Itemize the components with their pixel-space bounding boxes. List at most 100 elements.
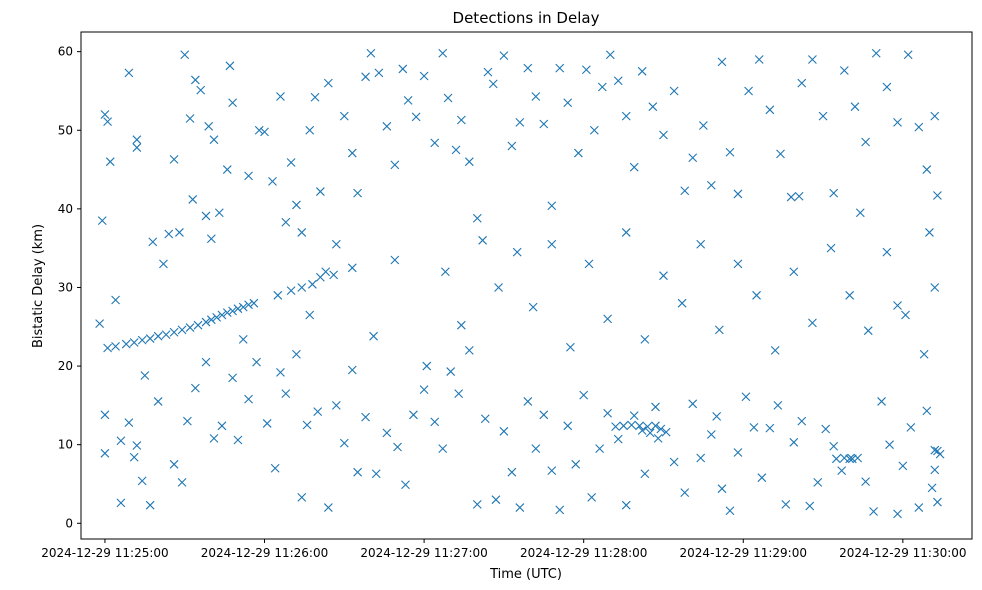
detection-point — [353, 188, 362, 198]
detection-point — [698, 121, 708, 130]
x-axis-label: Time (UTC) — [489, 567, 562, 582]
detection-point — [193, 320, 203, 330]
detection-point — [512, 247, 522, 257]
detection-point — [826, 243, 836, 253]
detection-point — [669, 457, 679, 467]
detection-point — [212, 312, 222, 322]
detection-point — [717, 484, 727, 494]
detection-point — [863, 326, 873, 336]
detection-point — [164, 229, 174, 239]
detection-point — [159, 259, 168, 269]
detection-point — [480, 414, 490, 424]
detection-point — [175, 228, 184, 237]
detection-point — [347, 148, 357, 158]
detection-point — [129, 338, 139, 347]
detection-point — [347, 365, 357, 375]
detection-point — [390, 255, 400, 265]
detection-point — [797, 416, 807, 426]
detection-point — [749, 422, 759, 432]
detection-point — [651, 402, 660, 412]
detection-point — [196, 85, 206, 95]
detection-point — [286, 286, 296, 295]
detection-point — [323, 503, 333, 512]
detection-point — [603, 314, 613, 324]
detection-point — [260, 127, 269, 137]
detection-point — [228, 306, 237, 316]
detection-point — [116, 436, 126, 446]
detection-point — [637, 426, 647, 435]
detection-point — [831, 454, 841, 464]
detection-point — [374, 68, 384, 78]
detection-point — [209, 433, 219, 443]
detection-point — [789, 437, 799, 447]
detection-point — [456, 320, 466, 330]
detection-point — [507, 467, 517, 477]
detection-point — [422, 361, 432, 371]
detection-point — [494, 283, 503, 292]
detection-point — [491, 495, 501, 505]
detection-point — [297, 492, 307, 502]
detection-point — [100, 448, 110, 458]
detection-point — [871, 48, 881, 58]
y-tick-label: 50 — [58, 123, 73, 137]
detection-point — [898, 461, 908, 471]
x-tick-label: 2024-12-29 11:26:00 — [201, 546, 328, 560]
detection-point — [547, 466, 557, 476]
detection-point — [595, 444, 605, 453]
detection-point — [640, 469, 650, 479]
detection-point — [688, 399, 698, 409]
x-axis: 2024-12-29 11:25:00 2024-12-29 11:26:00 20… — [41, 539, 967, 560]
detection-point — [472, 500, 482, 509]
detection-point — [409, 410, 418, 420]
detection-point — [696, 453, 706, 463]
detection-point — [930, 465, 940, 475]
detection-point — [845, 290, 855, 300]
detection-point — [95, 319, 105, 329]
detection-point — [914, 503, 924, 512]
detection-point — [116, 498, 126, 508]
detection-point — [531, 444, 541, 453]
detection-point — [757, 473, 767, 483]
detection-point — [222, 308, 232, 318]
detection-point — [930, 445, 940, 455]
detection-point — [244, 300, 253, 310]
y-tick-label: 60 — [58, 45, 73, 59]
detection-point — [244, 394, 253, 404]
detection-point — [922, 406, 932, 416]
detection-point — [786, 192, 796, 202]
detection-point — [443, 93, 453, 103]
detection-point — [438, 48, 448, 58]
detection-point — [621, 500, 631, 510]
detection-point — [190, 75, 200, 85]
detection-point — [829, 188, 839, 198]
detection-point — [331, 239, 341, 249]
detection-point — [717, 57, 727, 67]
detection-point — [111, 342, 120, 351]
detection-point — [276, 92, 285, 101]
detection-point — [584, 259, 594, 269]
detection-point — [483, 67, 493, 77]
detection-point — [281, 389, 291, 398]
detection-point — [217, 310, 227, 320]
detection-point — [488, 79, 498, 89]
detection-point — [861, 477, 871, 487]
detection-point — [688, 153, 698, 163]
detection-point — [837, 466, 847, 476]
detection-point — [922, 165, 932, 174]
detection-point — [643, 422, 652, 431]
detection-point — [228, 373, 237, 383]
detection-point — [169, 154, 179, 164]
detection-point — [629, 162, 639, 172]
detection-point — [103, 117, 112, 126]
x-tick-label: 2024-12-29 11:29:00 — [680, 546, 807, 560]
detection-point — [297, 228, 307, 237]
detection-point — [97, 216, 107, 226]
detection-point — [581, 65, 591, 75]
detection-point — [361, 412, 370, 422]
detection-point — [249, 298, 259, 308]
detection-point — [627, 420, 636, 430]
detection-point — [382, 428, 392, 438]
detection-point — [214, 208, 224, 218]
detection-point — [619, 421, 628, 431]
